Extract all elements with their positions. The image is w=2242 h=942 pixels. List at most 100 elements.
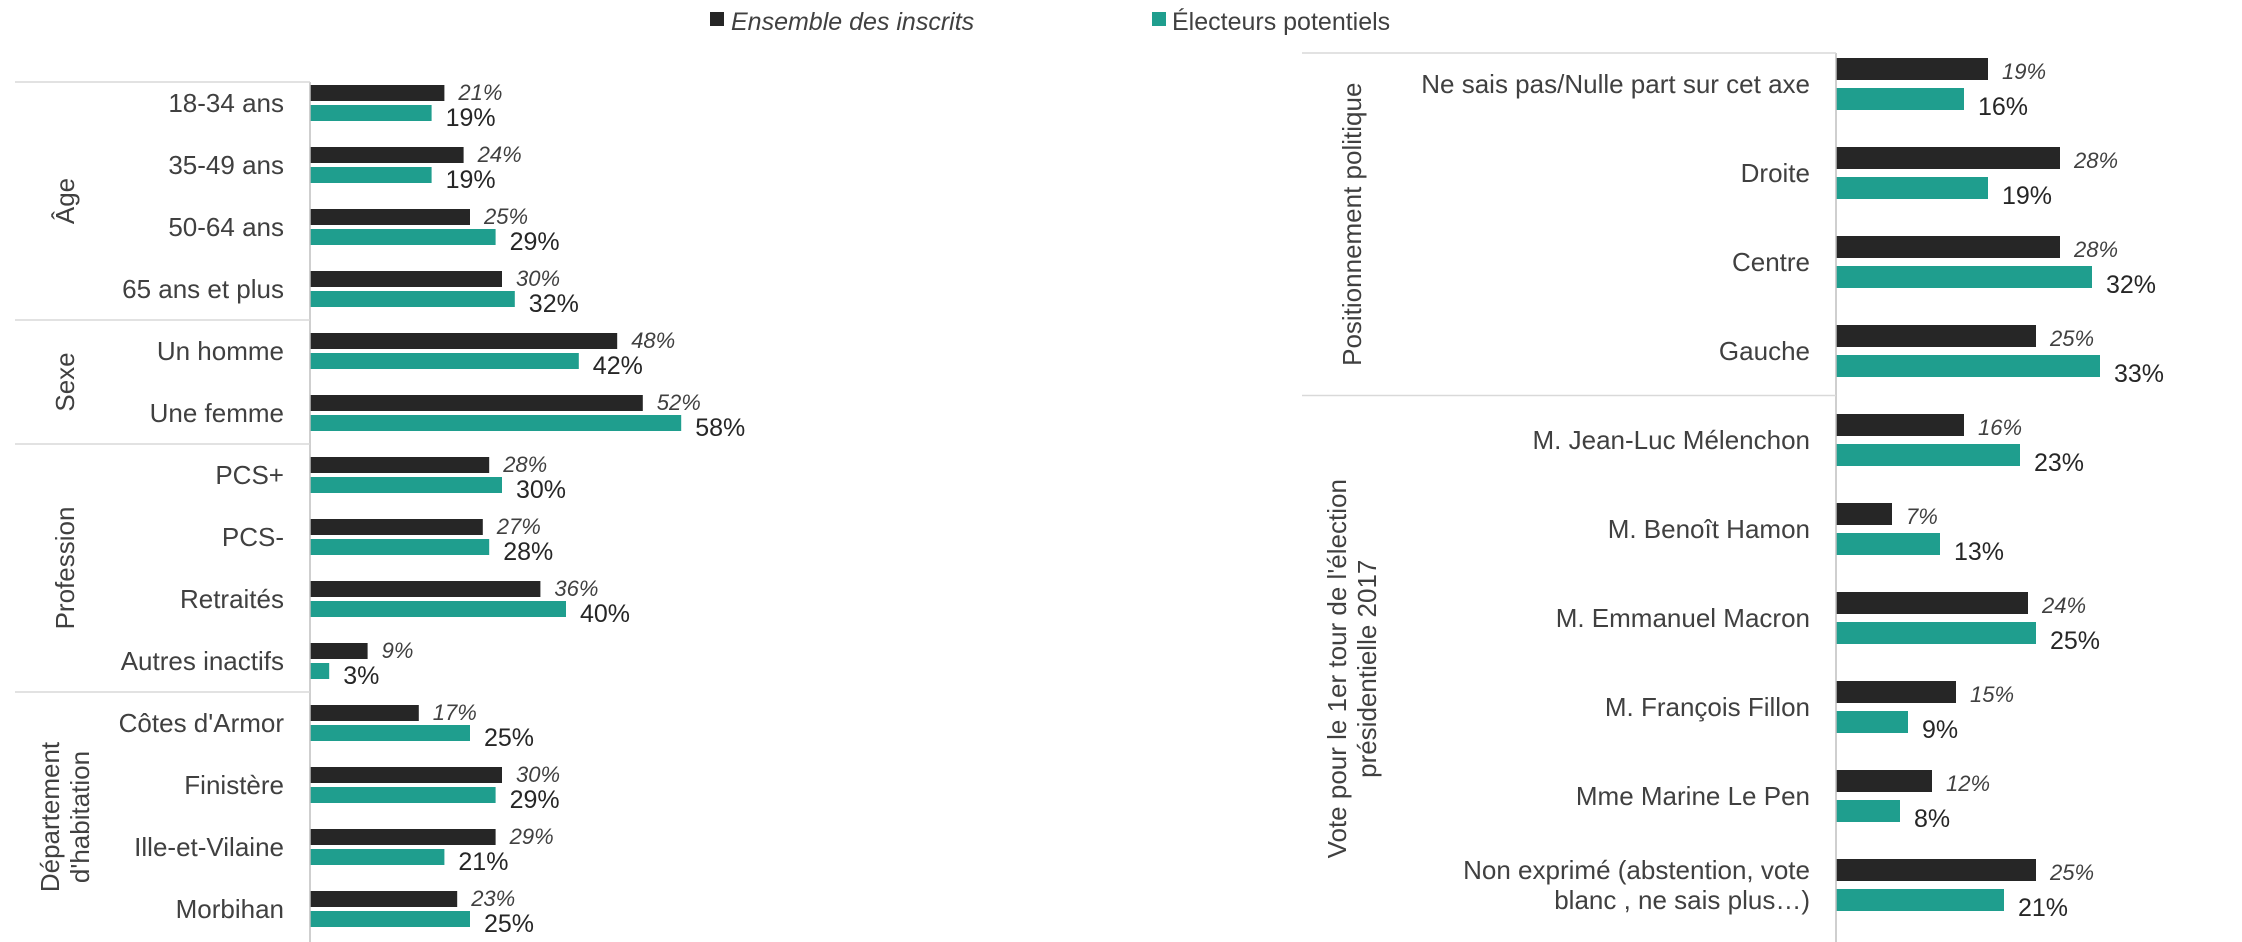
value-label-series-b-morbihan: 25% bbox=[484, 910, 534, 938]
bar-series-a-finistere bbox=[310, 767, 502, 783]
value-label-series-b-18-34-ans: 19% bbox=[446, 104, 496, 132]
value-label-series-a-cotes-d-armor: 17% bbox=[433, 700, 477, 725]
bar-series-b-finistere bbox=[310, 787, 496, 803]
group-label-sexe: Sexe bbox=[50, 352, 80, 411]
value-label-series-a-ille-et-vilaine: 29% bbox=[509, 824, 554, 849]
value-label-series-b-finistere: 29% bbox=[510, 786, 560, 814]
value-label-series-b-une-femme: 58% bbox=[695, 414, 745, 442]
bar-series-a-droite bbox=[1836, 147, 2060, 169]
category-label-m-benoit-hamon: M. Benoît Hamon bbox=[1608, 514, 1810, 544]
bar-series-b-cotes-d-armor bbox=[310, 725, 470, 741]
value-label-series-b-retraites: 40% bbox=[580, 600, 630, 628]
value-label-series-a-50-64-ans: 25% bbox=[483, 204, 528, 229]
bar-series-b-pcs bbox=[310, 539, 490, 555]
category-label-65-ans-et-plus: 65 ans et plus bbox=[122, 274, 284, 304]
bar-series-a-non-exprime-abstention-vote-blanc-ne-sai bbox=[1836, 859, 2036, 881]
category-label-ille-et-vilaine: Ille-et-Vilaine bbox=[134, 832, 284, 862]
bar-series-b-m-francois-fillon bbox=[1836, 711, 1908, 733]
category-label-35-49-ans: 35-49 ans bbox=[168, 150, 284, 180]
value-label-series-b-mme-marine-le-pen: 8% bbox=[1914, 805, 1950, 833]
category-label-finistere: Finistère bbox=[184, 770, 284, 800]
category-label-50-64-ans: 50-64 ans bbox=[168, 212, 284, 242]
bar-series-a-50-64-ans bbox=[310, 209, 470, 225]
value-label-series-b-centre: 32% bbox=[2106, 271, 2156, 299]
bar-series-b-ille-et-vilaine bbox=[310, 849, 445, 865]
value-label-series-a-finistere: 30% bbox=[516, 762, 560, 787]
bar-series-b-droite bbox=[1836, 177, 1988, 199]
bar-series-b-pcs bbox=[310, 477, 502, 493]
value-label-series-b-pcs: 30% bbox=[516, 476, 566, 504]
value-label-series-a-18-34-ans: 21% bbox=[457, 80, 502, 105]
right-panel-chart: Ne sais pas/Nulle part sur cet axe 19% 16%… bbox=[1302, 52, 2164, 942]
bar-series-b-18-34-ans bbox=[310, 105, 432, 121]
bar-series-a-m-francois-fillon bbox=[1836, 681, 1956, 703]
value-label-series-b-cotes-d-armor: 25% bbox=[484, 724, 534, 752]
bar-series-a-m-benoit-hamon bbox=[1836, 503, 1892, 525]
bar-series-a-ille-et-vilaine bbox=[310, 829, 496, 845]
value-label-series-a-droite: 28% bbox=[2073, 148, 2118, 173]
bar-series-a-mme-marine-le-pen bbox=[1836, 770, 1932, 792]
value-label-series-b-35-49-ans: 19% bbox=[446, 166, 496, 194]
value-label-series-a-retraites: 36% bbox=[554, 576, 598, 601]
value-label-series-b-non-exprime-abstention-vote-blanc-ne-sai: 21% bbox=[2018, 894, 2068, 922]
value-label-series-b-m-benoit-hamon: 13% bbox=[1954, 538, 2004, 566]
legend-swatch-series-a bbox=[710, 12, 724, 26]
value-label-series-a-m-emmanuel-macron: 24% bbox=[2041, 593, 2086, 618]
left-panel-chart: 18-34 ans 21%19%35-49 ans 24%19%50-64 ans 2… bbox=[15, 80, 745, 942]
value-label-series-a-m-francois-fillon: 15% bbox=[1970, 682, 2014, 707]
bar-series-a-65-ans-et-plus bbox=[310, 271, 502, 287]
bar-series-b-non-exprime-abstention-vote-blanc-ne-sai bbox=[1836, 889, 2004, 911]
category-label-autres-inactifs: Autres inactifs bbox=[121, 646, 284, 676]
category-label-m-francois-fillon: M. François Fillon bbox=[1605, 692, 1810, 722]
category-label-droite: Droite bbox=[1741, 158, 1810, 188]
category-label-non-exprime-abstention-vote-blanc-ne-sai-line1: Non exprimé (abstention, vote bbox=[1463, 855, 1810, 885]
bar-series-a-m-emmanuel-macron bbox=[1836, 592, 2028, 614]
group-label-positionnement-politique: Positionnement politique bbox=[1337, 83, 1367, 366]
value-label-series-b-gauche: 33% bbox=[2114, 360, 2164, 388]
value-label-series-b-ne-sais-pas-nulle-part-sur-cet-axe: 16% bbox=[1978, 93, 2028, 121]
bar-series-b-65-ans-et-plus bbox=[310, 291, 515, 307]
value-label-series-a-mme-marine-le-pen: 12% bbox=[1946, 771, 1990, 796]
value-label-series-a-gauche: 25% bbox=[2049, 326, 2094, 351]
bar-series-a-centre bbox=[1836, 236, 2060, 258]
group-label-vote-pour-le-1er-tour-de-l-election-pres: Vote pour le 1er tour de l'électionprési… bbox=[1322, 479, 1382, 858]
legend-label-series-b: Électeurs potentiels bbox=[1172, 7, 1390, 36]
bar-series-b-ne-sais-pas-nulle-part-sur-cet-axe bbox=[1836, 88, 1964, 110]
category-label-ne-sais-pas-nulle-part-sur-cet-axe: Ne sais pas/Nulle part sur cet axe bbox=[1421, 69, 1810, 99]
bar-series-a-un-homme bbox=[310, 333, 618, 349]
category-label-cotes-d-armor: Côtes d'Armor bbox=[119, 708, 285, 738]
value-label-series-a-autres-inactifs: 9% bbox=[382, 638, 414, 663]
bar-series-b-gauche bbox=[1836, 355, 2100, 377]
value-label-series-a-m-jean-luc-melenchon: 16% bbox=[1978, 415, 2022, 440]
value-label-series-a-pcs: 28% bbox=[502, 452, 547, 477]
bar-series-a-pcs bbox=[310, 519, 483, 535]
group-label-age: Âge bbox=[50, 178, 80, 224]
value-label-series-a-morbihan: 23% bbox=[470, 886, 515, 911]
bar-series-a-ne-sais-pas-nulle-part-sur-cet-axe bbox=[1836, 58, 1988, 80]
bar-series-a-35-49-ans bbox=[310, 147, 464, 163]
category-label-centre: Centre bbox=[1732, 247, 1810, 277]
value-label-series-a-m-benoit-hamon: 7% bbox=[1906, 504, 1938, 529]
category-label-morbihan: Morbihan bbox=[176, 894, 284, 924]
value-label-series-a-non-exprime-abstention-vote-blanc-ne-sai: 25% bbox=[2049, 860, 2094, 885]
bar-series-a-morbihan bbox=[310, 891, 458, 907]
bar-series-a-autres-inactifs bbox=[310, 643, 368, 659]
legend-swatch-series-b bbox=[1152, 12, 1166, 26]
bar-series-a-pcs bbox=[310, 457, 490, 473]
value-label-series-b-ille-et-vilaine: 21% bbox=[458, 848, 508, 876]
bar-series-a-gauche bbox=[1836, 325, 2036, 347]
bar-series-a-retraites bbox=[310, 581, 541, 597]
category-label-un-homme: Un homme bbox=[157, 336, 284, 366]
value-label-series-a-un-homme: 48% bbox=[631, 328, 675, 353]
bar-series-a-une-femme bbox=[310, 395, 643, 411]
bar-series-b-retraites bbox=[310, 601, 566, 617]
bar-series-b-mme-marine-le-pen bbox=[1836, 800, 1900, 822]
value-label-series-b-m-jean-luc-melenchon: 23% bbox=[2034, 449, 2084, 477]
value-label-series-a-35-49-ans: 24% bbox=[477, 142, 522, 167]
legend: Ensemble des inscrits Électeurs potentie… bbox=[710, 7, 1390, 36]
bar-series-b-m-emmanuel-macron bbox=[1836, 622, 2036, 644]
value-label-series-a-centre: 28% bbox=[2073, 237, 2118, 262]
category-label-pcs: PCS- bbox=[222, 522, 284, 552]
group-label-departement-d-habitation: Départementd'habitation bbox=[35, 741, 95, 892]
